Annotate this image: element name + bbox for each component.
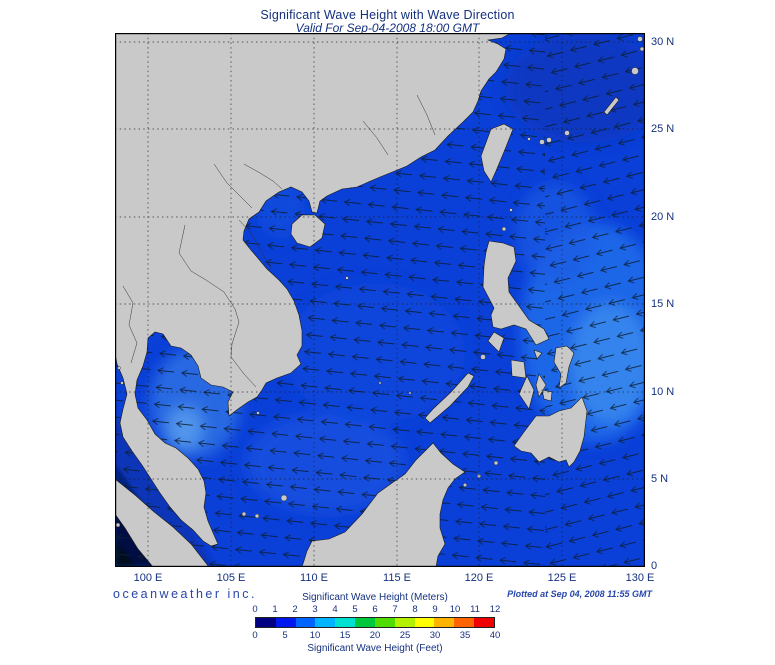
x-tick-130e: 130 E — [625, 572, 655, 584]
legend-meter-tick: 7 — [392, 604, 398, 615]
landmass-mainland-asia — [115, 33, 512, 547]
x-tick-105e: 105 E — [216, 572, 246, 584]
internal-borders — [122, 94, 436, 388]
legend-meter-tick: 0 — [252, 604, 258, 615]
y-tick-20n: 20 N — [651, 211, 675, 223]
legend-feet-tick: 5 — [282, 630, 288, 641]
legend-feet-tick: 40 — [489, 630, 501, 641]
island-mindanao — [513, 396, 588, 468]
island-negros — [518, 375, 535, 410]
y-tick-15n: 15 N — [651, 298, 675, 310]
legend-meter-tick: 4 — [332, 604, 338, 615]
legend-feet-tick: 15 — [339, 630, 351, 641]
legend: Significant Wave Height (Meters) 0 1 2 3… — [252, 592, 500, 658]
legend-feet-ticks: 0 5 10 15 20 25 30 35 40 — [252, 630, 500, 641]
valid-time-subtitle: Valid For Sep-04-2008 18:00 GMT — [295, 21, 480, 35]
island-hainan — [290, 214, 326, 248]
island-taiwan — [480, 123, 514, 183]
legend-title-feet: Significant Wave Height (Feet) — [307, 643, 443, 654]
legend-feet-tick: 10 — [309, 630, 321, 641]
y-tick-10n: 10 N — [651, 386, 675, 398]
legend-feet-tick: 30 — [429, 630, 441, 641]
legend-meter-tick: 5 — [352, 604, 358, 615]
landmasses — [115, 33, 645, 567]
legend-title-meters: Significant Wave Height (Meters) — [302, 592, 448, 603]
page-title: Significant Wave Height with Wave Direct… — [260, 8, 515, 22]
map-canvas — [115, 33, 645, 567]
y-tick-0: 0 — [651, 560, 658, 572]
y-tick-25n: 25 N — [651, 123, 675, 135]
legend-meter-tick: 1 — [272, 604, 278, 615]
plotted-timestamp: Plotted at Sep 04, 2008 11:55 GMT — [507, 589, 652, 599]
island-palawan — [424, 372, 475, 424]
x-tick-110e: 110 E — [300, 572, 328, 584]
landmass-borneo — [301, 442, 466, 567]
island-bohol — [541, 389, 553, 402]
x-tick-115e: 115 E — [383, 572, 411, 584]
legend-meter-tick: 3 — [312, 604, 318, 615]
legend-feet-tick: 25 — [399, 630, 411, 641]
legend-feet-tick: 35 — [459, 630, 471, 641]
x-tick-120e: 120 E — [464, 572, 494, 584]
legend-feet-tick: 0 — [252, 630, 258, 641]
wave-direction-arrows-east — [545, 33, 645, 567]
x-tick-100e: 100 E — [133, 572, 163, 584]
legend-meter-tick: 12 — [489, 604, 501, 615]
legend-meter-ticks: 0 1 2 3 4 5 6 7 8 9 10 11 12 — [252, 604, 500, 615]
legend-feet-tick: 20 — [369, 630, 381, 641]
island-samar-leyte — [553, 345, 575, 389]
x-tick-125e: 125 E — [547, 572, 577, 584]
legend-meter-tick: 11 — [470, 604, 480, 615]
island-okinawa — [603, 96, 620, 116]
legend-meter-tick: 8 — [412, 604, 418, 615]
map-frame — [115, 33, 645, 567]
oceanweather-logo-text: oceanweather inc. — [113, 587, 257, 601]
y-tick-30n: 30 N — [651, 36, 675, 48]
island-mindoro — [487, 331, 505, 353]
legend-meter-tick: 2 — [292, 604, 298, 615]
legend-meter-tick: 6 — [372, 604, 378, 615]
landmass-sumatra — [115, 478, 210, 567]
y-tick-5n: 5 N — [651, 473, 669, 485]
island-cebu — [535, 373, 547, 398]
island-luzon — [482, 240, 550, 346]
island-masbate — [533, 349, 543, 360]
wave-map-svg — [115, 33, 645, 567]
island-panay — [510, 359, 527, 379]
legend-meter-tick: 10 — [449, 604, 461, 615]
legend-colorbar — [255, 617, 495, 628]
small-islands — [115, 36, 645, 528]
legend-meter-tick: 9 — [432, 604, 438, 615]
